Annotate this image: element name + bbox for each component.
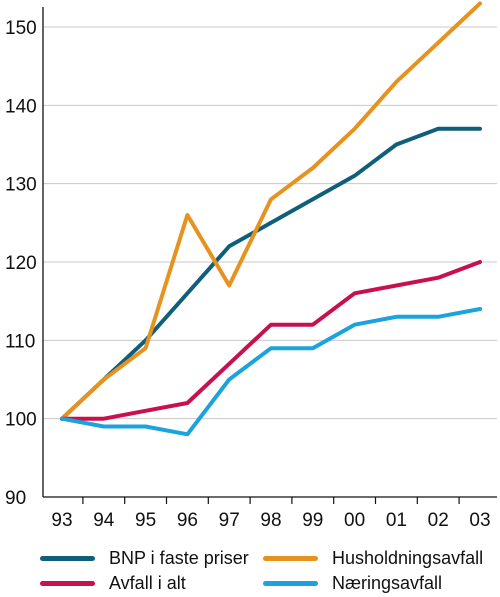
x-tick-label-03: 03 bbox=[469, 510, 490, 530]
y-tick-label-140: 140 bbox=[5, 96, 37, 117]
x-tick-label-95: 95 bbox=[135, 510, 156, 530]
y-tick-label-120: 120 bbox=[5, 253, 37, 274]
series-line-avfall-i-alt bbox=[60, 260, 482, 421]
axes bbox=[42, 7, 497, 504]
series-line-husholdningsavfall bbox=[60, 1, 482, 421]
tick-labels: 90 100 110 120 130 140 150 93 94 95 96 97 98 99 00 01 02… bbox=[5, 18, 491, 530]
x-tick-label-96: 96 bbox=[177, 510, 198, 530]
x-tick-label-01: 01 bbox=[386, 510, 407, 530]
series-line-n-ringsavfall bbox=[60, 307, 482, 437]
x-tick-label-94: 94 bbox=[93, 510, 115, 530]
legend-label-bnp: BNP i faste priser bbox=[109, 547, 249, 568]
legend-swatch-naeringsavfall bbox=[263, 580, 318, 586]
legend: BNP i faste priser Husholdningsavfall Av… bbox=[0, 530, 500, 597]
y-tick-label-100: 100 bbox=[5, 410, 37, 431]
line-chart: 90 100 110 120 130 140 150 93 94 95 96 97 98 99 00 01 02… bbox=[5, 1, 497, 530]
y-tick-label-150: 150 bbox=[5, 18, 37, 39]
legend-swatch-bnp bbox=[40, 555, 95, 561]
legend-label-naeringsavfall: Næringsavfall bbox=[332, 572, 443, 593]
legend-label-avfall-i-alt: Avfall i alt bbox=[109, 572, 186, 593]
x-tick-label-93: 93 bbox=[51, 510, 72, 530]
y-tick-label-110: 110 bbox=[5, 331, 35, 352]
gridlines bbox=[43, 26, 497, 420]
legend-item-bnp: BNP i faste priser bbox=[40, 546, 249, 570]
x-tick-label-98: 98 bbox=[260, 510, 281, 530]
legend-swatch-husholdningsavfall bbox=[263, 555, 318, 561]
series-lines bbox=[60, 1, 482, 437]
legend-swatch-avfall-i-alt bbox=[40, 580, 95, 586]
legend-item-husholdningsavfall: Husholdningsavfall bbox=[263, 546, 483, 570]
x-tick-label-02: 02 bbox=[428, 510, 449, 530]
series-line-bnp-i-faste-priser bbox=[60, 126, 482, 421]
x-tick-label-97: 97 bbox=[219, 510, 240, 530]
y-tick-label-130: 130 bbox=[5, 175, 37, 196]
x-tick-label-99: 99 bbox=[302, 510, 323, 530]
y-tick-label-90: 90 bbox=[5, 488, 26, 509]
legend-item-avfall-i-alt: Avfall i alt bbox=[40, 571, 186, 595]
legend-item-naeringsavfall: Næringsavfall bbox=[263, 571, 442, 595]
x-tick-label-00: 00 bbox=[344, 510, 365, 530]
legend-label-husholdningsavfall: Husholdningsavfall bbox=[332, 547, 484, 568]
